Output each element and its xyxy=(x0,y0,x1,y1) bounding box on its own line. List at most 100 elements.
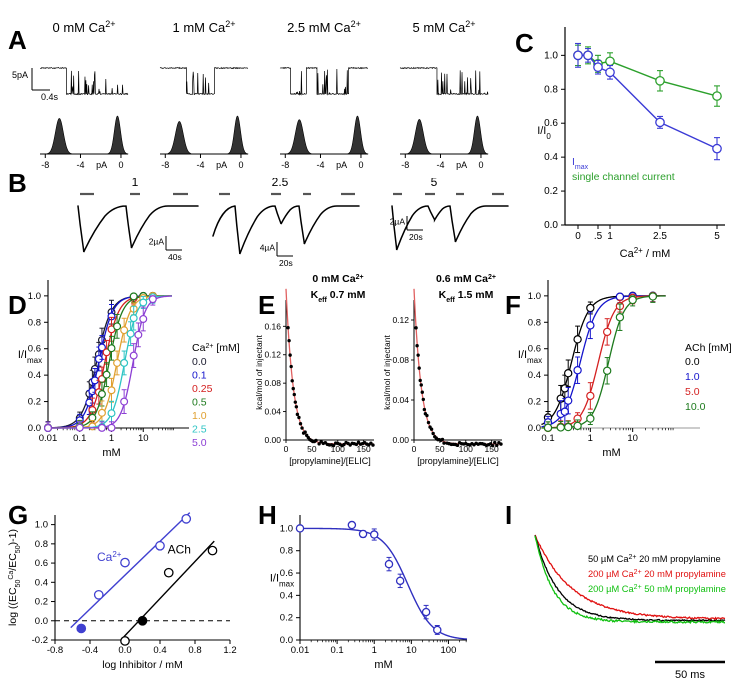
svg-text:-4: -4 xyxy=(76,160,84,170)
svg-text:Ca2+ / mM: Ca2+ / mM xyxy=(620,246,671,261)
svg-text:0.6: 0.6 xyxy=(35,558,48,569)
svg-text:10: 10 xyxy=(627,433,638,444)
svg-text:2.5: 2.5 xyxy=(192,424,207,436)
svg-text:5.0: 5.0 xyxy=(685,386,700,398)
svg-text:-8: -8 xyxy=(281,160,289,170)
svg-text:0.1: 0.1 xyxy=(331,645,344,656)
svg-text:0: 0 xyxy=(238,160,243,170)
svg-text:0.2: 0.2 xyxy=(544,186,558,197)
svg-text:1.0: 1.0 xyxy=(192,410,207,422)
svg-text:ACh [mM]: ACh [mM] xyxy=(685,342,732,354)
svg-text:0.08: 0.08 xyxy=(264,378,281,388)
svg-text:1.2: 1.2 xyxy=(223,645,236,656)
svg-text:0.2: 0.2 xyxy=(280,613,293,624)
svg-text:kcal/mol of injectant: kcal/mol of injectant xyxy=(382,335,392,410)
svg-text:0.6: 0.6 xyxy=(528,344,541,355)
svg-text:50 µM Ca2+ 20 mM propylamine: 50 µM Ca2+ 20 mM propylamine xyxy=(588,554,721,565)
svg-text:0: 0 xyxy=(478,160,483,170)
svg-text:0.0: 0.0 xyxy=(544,220,558,231)
svg-text:pA: pA xyxy=(96,160,107,170)
svg-text:0.4: 0.4 xyxy=(35,577,48,588)
svg-text:kcal/mol of injectant: kcal/mol of injectant xyxy=(254,335,264,410)
svg-text:0 mM Ca2+: 0 mM Ca2+ xyxy=(312,273,363,285)
svg-text:0.00: 0.00 xyxy=(264,435,281,445)
svg-text:log ((EC50Ca/EC50)-1): log ((EC50Ca/EC50)-1) xyxy=(7,529,22,626)
svg-text:-8: -8 xyxy=(401,160,409,170)
svg-text:4µA: 4µA xyxy=(260,242,276,252)
svg-text:Keff 0.7 mM: Keff 0.7 mM xyxy=(311,289,366,304)
svg-text:0.8: 0.8 xyxy=(188,645,201,656)
svg-text:1 mM Ca2+: 1 mM Ca2+ xyxy=(173,19,236,35)
svg-text:1: 1 xyxy=(109,433,114,444)
svg-text:0 mM Ca2+: 0 mM Ca2+ xyxy=(53,19,116,35)
svg-text:0.0: 0.0 xyxy=(685,356,700,368)
svg-text:5: 5 xyxy=(714,231,720,242)
svg-text:2µA: 2µA xyxy=(149,236,165,246)
svg-text:Keff 1.5 mM: Keff 1.5 mM xyxy=(439,289,494,304)
svg-text:0.6: 0.6 xyxy=(28,344,41,355)
svg-text:1.0: 1.0 xyxy=(280,523,293,534)
svg-text:0.0: 0.0 xyxy=(35,616,48,627)
svg-text:0.04: 0.04 xyxy=(264,407,281,417)
svg-text:0.6: 0.6 xyxy=(280,568,293,579)
svg-text:0.8: 0.8 xyxy=(544,84,558,95)
svg-text:200 µM Ca2+ 20 mM propylamine: 200 µM Ca2+ 20 mM propylamine xyxy=(588,569,726,580)
svg-text:2.5: 2.5 xyxy=(272,178,289,189)
svg-text:Ca2+: Ca2+ xyxy=(97,550,122,565)
svg-text:-4: -4 xyxy=(436,160,444,170)
svg-text:1.0: 1.0 xyxy=(685,371,700,383)
svg-text:-4: -4 xyxy=(196,160,204,170)
svg-text:0.25: 0.25 xyxy=(192,383,213,395)
svg-text:single channel current: single channel current xyxy=(572,171,675,183)
svg-text:0: 0 xyxy=(358,160,363,170)
svg-text:0.4s: 0.4s xyxy=(41,92,59,102)
svg-text:100: 100 xyxy=(441,645,457,656)
svg-text:0.1: 0.1 xyxy=(541,433,554,444)
svg-text:Imax: Imax xyxy=(572,156,589,171)
svg-text:1: 1 xyxy=(372,645,377,656)
svg-text:0.0: 0.0 xyxy=(118,645,131,656)
svg-text:2.5: 2.5 xyxy=(653,231,667,242)
svg-text:5 mM Ca2+: 5 mM Ca2+ xyxy=(413,19,476,35)
svg-text:50: 50 xyxy=(307,444,317,454)
svg-text:1: 1 xyxy=(607,231,613,242)
svg-text:0.08: 0.08 xyxy=(392,355,409,365)
svg-text:40s: 40s xyxy=(168,252,182,262)
svg-text:200 µM Ca2+ 50 mM propylamine: 200 µM Ca2+ 50 mM propylamine xyxy=(588,584,726,595)
svg-text:[propylamine]/[ELIC]: [propylamine]/[ELIC] xyxy=(417,456,499,466)
svg-text:10: 10 xyxy=(406,645,417,656)
svg-text:10.0: 10.0 xyxy=(685,401,706,413)
svg-text:0: 0 xyxy=(118,160,123,170)
svg-text:5: 5 xyxy=(431,178,438,189)
svg-text:0.0: 0.0 xyxy=(528,423,541,434)
svg-text:2µA: 2µA xyxy=(390,216,406,226)
svg-text:0.4: 0.4 xyxy=(528,370,541,381)
svg-text:mM: mM xyxy=(602,447,620,459)
svg-text:0.2: 0.2 xyxy=(35,597,48,608)
svg-text:1.0: 1.0 xyxy=(35,520,48,531)
svg-text:0.5: 0.5 xyxy=(192,397,207,409)
svg-text:0.8: 0.8 xyxy=(28,317,41,328)
svg-text:0.01: 0.01 xyxy=(39,433,58,444)
svg-text:-0.2: -0.2 xyxy=(32,635,48,646)
svg-text:1: 1 xyxy=(588,433,593,444)
svg-text:0: 0 xyxy=(575,231,581,242)
svg-text:50 ms: 50 ms xyxy=(675,669,705,681)
svg-text:0.1: 0.1 xyxy=(192,370,207,382)
svg-text:0.16: 0.16 xyxy=(264,321,281,331)
svg-text:0.04: 0.04 xyxy=(392,395,409,405)
svg-text:Ca2+ [mM]: Ca2+ [mM] xyxy=(192,342,240,354)
svg-text:0.1: 0.1 xyxy=(73,433,86,444)
svg-text:10: 10 xyxy=(138,433,149,444)
svg-text:0.8: 0.8 xyxy=(528,317,541,328)
svg-text:-8: -8 xyxy=(161,160,169,170)
svg-text:20s: 20s xyxy=(409,232,423,242)
svg-text:1: 1 xyxy=(132,178,139,189)
svg-text:pA: pA xyxy=(336,160,347,170)
svg-text:-8: -8 xyxy=(41,160,49,170)
svg-text:0.01: 0.01 xyxy=(291,645,310,656)
svg-text:-0.4: -0.4 xyxy=(82,645,98,656)
svg-text:0.4: 0.4 xyxy=(544,152,558,163)
svg-text:log Inhibitor / mM: log Inhibitor / mM xyxy=(102,659,183,671)
svg-text:1.0: 1.0 xyxy=(28,291,41,302)
